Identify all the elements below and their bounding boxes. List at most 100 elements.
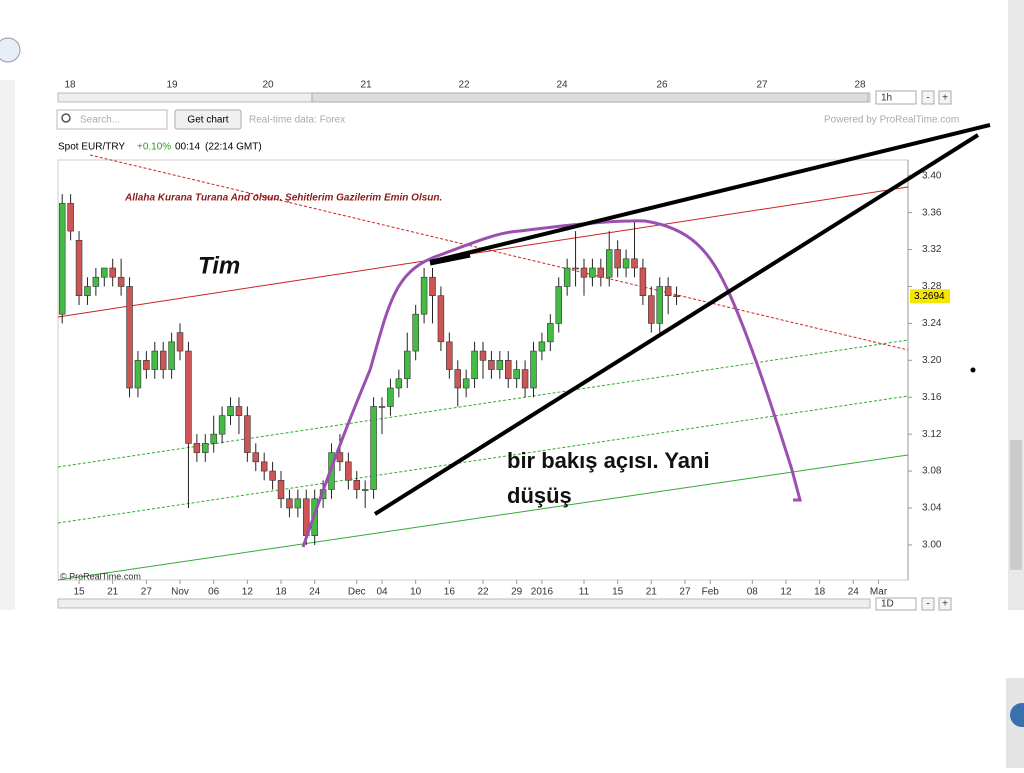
y-tick-label: 3.24 (922, 318, 942, 329)
candle-body (673, 295, 680, 297)
candle-body (269, 470, 276, 481)
search-placeholder[interactable]: Search... (80, 115, 120, 126)
candle-body (185, 350, 192, 444)
x-tick-label: 10 (410, 587, 422, 598)
y-tick-label: 3.16 (922, 392, 942, 403)
zoom-out[interactable] (921, 90, 935, 105)
get-chart-label[interactable]: Get chart (187, 115, 228, 126)
candle-body (252, 452, 260, 463)
scroll-thumb[interactable] (1010, 440, 1022, 570)
interval-label[interactable]: 1h (881, 93, 892, 104)
candle-body (117, 276, 125, 287)
candle-body (563, 267, 571, 287)
top-axis-label: 21 (360, 80, 372, 91)
y-tick-label: 3.36 (922, 207, 942, 218)
candle-body (126, 286, 133, 389)
x-tick-label: 24 (848, 587, 860, 598)
copyright: © ProRealTime.com (60, 571, 141, 581)
candle-body (446, 341, 453, 370)
x-tick-label: Mar (870, 587, 888, 598)
candle-body (412, 313, 419, 352)
y-tick-label: 3.08 (922, 466, 942, 477)
x-tick-label: 21 (107, 587, 119, 598)
black-line (373, 133, 980, 516)
corner-icon (1010, 703, 1024, 727)
candle-body (513, 369, 520, 380)
candle-body (370, 406, 377, 490)
black-line (429, 252, 471, 266)
candle-body (260, 461, 268, 472)
candle-body (395, 378, 403, 389)
bottom-scrollbar[interactable] (57, 598, 871, 609)
candle-body (109, 267, 116, 278)
y-tick-label: 3.32 (922, 244, 942, 255)
candle-body (648, 295, 655, 324)
candle-body (614, 249, 621, 269)
candle-body (505, 360, 512, 380)
x-tick-label: 12 (780, 587, 792, 598)
time-label: 00:14 (175, 142, 200, 153)
candle-body (134, 360, 142, 389)
x-axis: 15 21 27 Nov 06 12 18 24 Dec 04 10 16 22 29 2016 11 15 21… (73, 580, 888, 598)
candle-body (580, 267, 588, 278)
candle-body (210, 433, 217, 444)
y-tick-label: 3.12 (922, 429, 942, 440)
interval-select[interactable] (875, 597, 917, 611)
chart-title: Spot EUR/TRY (58, 142, 125, 153)
candle-body (420, 276, 428, 315)
get-chart-button[interactable] (174, 109, 242, 130)
candle-body (235, 406, 243, 416)
candle-body (547, 323, 554, 343)
candle-body (143, 360, 150, 370)
zoom-in[interactable] (938, 90, 952, 105)
zoom-in-label[interactable]: + (942, 599, 948, 610)
x-tick-label: 27 (679, 587, 691, 598)
candle-body (176, 332, 184, 352)
candle-body (521, 369, 529, 389)
search-box[interactable] (56, 109, 168, 130)
green-trend-line (57, 454, 909, 581)
powered-label[interactable]: Powered by ProRealTime.com (824, 115, 959, 126)
x-tick-label: 27 (141, 587, 153, 598)
zoom-out[interactable] (921, 597, 935, 611)
interval-select[interactable] (875, 90, 917, 105)
x-tick-label: 18 (275, 587, 287, 598)
candle-body (218, 415, 226, 435)
candle-body (631, 258, 638, 269)
back-button[interactable] (0, 37, 21, 63)
candle-body (387, 387, 394, 407)
candle-body (664, 286, 672, 296)
candle-body (345, 461, 352, 481)
dot (970, 367, 976, 373)
x-tick-label: 15 (612, 587, 624, 598)
candle-body (656, 286, 663, 324)
top-axis-label: 20 (262, 80, 274, 91)
zoom-out-label[interactable]: - (926, 93, 929, 104)
candle-body (471, 350, 478, 380)
candle-body (353, 480, 361, 490)
y-tick-label: 3.20 (922, 355, 942, 366)
candle-body (639, 267, 647, 296)
x-tick-label: Feb (702, 587, 720, 598)
black-line (429, 123, 991, 264)
x-tick-label: 21 (646, 587, 658, 598)
x-tick-label: 11 (579, 587, 590, 598)
zoom-in[interactable] (938, 597, 952, 611)
top-axis: 18 19 20 21 22 24 26 27 28 (64, 80, 866, 91)
x-tick-label: 18 (814, 587, 826, 598)
zoom-in-label[interactable]: + (942, 93, 948, 104)
top-scroll-thumb[interactable] (311, 92, 869, 103)
candle-body (538, 341, 546, 352)
candle-body (168, 341, 175, 370)
annotation: Tim (198, 252, 240, 279)
candle-body (294, 498, 302, 509)
interval-label[interactable]: 1D (881, 599, 894, 610)
y-tick-label: 3.04 (922, 503, 942, 514)
left-edge (0, 80, 15, 610)
last-price-box (910, 289, 950, 304)
zoom-out-label[interactable]: - (926, 599, 929, 610)
red-dashed-line (89, 154, 909, 351)
candle-body (555, 286, 562, 324)
candle-body (605, 249, 613, 278)
top-axis-label: 28 (854, 80, 866, 91)
